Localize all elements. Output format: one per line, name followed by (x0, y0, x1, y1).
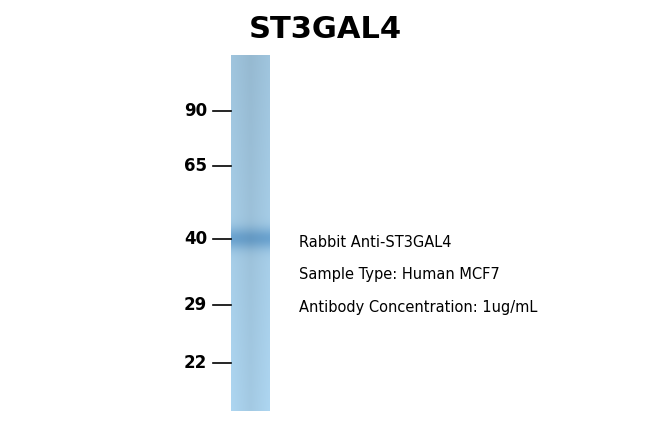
Text: Rabbit Anti-ST3GAL4: Rabbit Anti-ST3GAL4 (299, 235, 452, 250)
Text: 22: 22 (184, 355, 207, 372)
Text: 40: 40 (184, 230, 207, 248)
Text: 65: 65 (185, 157, 207, 175)
Text: 90: 90 (184, 102, 207, 120)
Text: Sample Type: Human MCF7: Sample Type: Human MCF7 (299, 268, 500, 282)
Text: 29: 29 (184, 296, 207, 314)
Text: Antibody Concentration: 1ug/mL: Antibody Concentration: 1ug/mL (299, 300, 538, 315)
Text: ST3GAL4: ST3GAL4 (248, 15, 402, 44)
